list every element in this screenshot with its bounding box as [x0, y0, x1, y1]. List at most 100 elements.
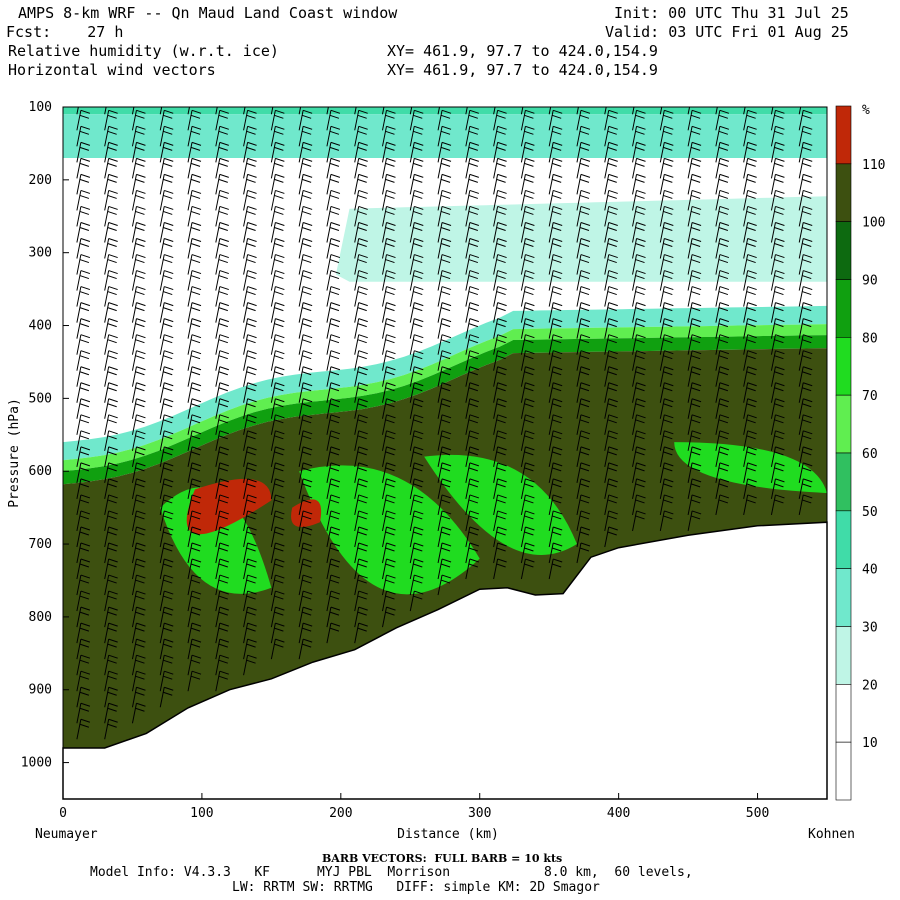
wind-barb: [382, 398, 396, 419]
wind-barb: [215, 446, 229, 467]
wind-barb: [215, 542, 229, 564]
wind-barb: [76, 510, 91, 532]
wind-barb: [104, 350, 118, 371]
wind-barb: [159, 542, 174, 564]
wind-barb: [743, 157, 757, 179]
wind-barb: [298, 382, 313, 403]
wind-barb: [298, 446, 313, 467]
wind-barb: [465, 350, 479, 371]
wind-barb: [520, 478, 535, 499]
wind-barb: [243, 622, 257, 644]
y-axis-label: Pressure (hPa): [7, 398, 22, 508]
wind-barb: [798, 109, 813, 131]
init-time: Init: 00 UTC Thu 31 Jul 25: [614, 4, 849, 22]
wind-barb: [576, 350, 591, 371]
wind-barb: [604, 125, 618, 147]
wind-barb: [493, 270, 507, 291]
wind-barb: [493, 205, 507, 227]
wind-barb: [437, 446, 452, 467]
wind-barb: [715, 254, 730, 275]
wind-barb: [548, 558, 563, 580]
wind-barb: [326, 318, 341, 339]
wind-barb: [187, 286, 202, 307]
wind-barb: [548, 510, 563, 532]
wind-barb: [743, 366, 757, 387]
wind-barb: [382, 366, 396, 387]
wind-barb: [298, 574, 313, 596]
wind-barb: [743, 254, 757, 275]
wind-barb: [576, 107, 579, 115]
wind-barb: [270, 350, 285, 371]
wind-barb: [687, 222, 702, 243]
wind-barb: [743, 382, 757, 403]
wind-barb: [159, 478, 174, 499]
wind-barb: [354, 109, 368, 131]
wind-barb: [298, 222, 313, 243]
wind-barb: [632, 107, 635, 115]
wind-barb: [687, 334, 702, 355]
wind-barb: [659, 510, 674, 532]
wind-barb: [76, 173, 91, 195]
barb-note: BARB VECTORS: FULL BARB = 10 kts: [322, 852, 563, 865]
wind-barb: [437, 526, 452, 548]
wind-barb: [131, 382, 146, 403]
wind-barb: [409, 526, 424, 548]
x-tick-label: 100: [190, 806, 213, 821]
wind-barb: [743, 189, 757, 211]
wind-barb: [76, 270, 91, 291]
wind-barb: [715, 414, 730, 435]
wind-barb: [798, 334, 813, 355]
wind-barb: [131, 462, 146, 483]
wind-barb: [270, 334, 285, 355]
wind-barb: [743, 430, 757, 451]
colorbar-swatch: [835, 337, 852, 396]
wind-barb: [437, 254, 452, 275]
wind-barb: [632, 350, 646, 371]
y-tick-label: 600: [29, 464, 52, 479]
wind-barb: [770, 173, 785, 195]
wind-barb: [659, 254, 674, 275]
colorbar-unit: %: [862, 103, 870, 118]
rh-band-top-50: [63, 107, 827, 115]
wind-barb: [604, 189, 618, 211]
colorbar-swatch: [835, 163, 852, 222]
wind-barb: [270, 286, 285, 307]
wind-barb: [187, 222, 202, 243]
wind-barb: [131, 286, 146, 307]
wind-barb: [437, 558, 452, 580]
wind-barb: [76, 590, 91, 612]
wind-barb: [743, 462, 757, 483]
wind-barb: [604, 350, 618, 371]
wind-barb: [382, 510, 396, 532]
wind-barb: [243, 446, 257, 467]
wind-barb: [437, 366, 452, 387]
wind-barb: [465, 558, 479, 580]
wind-barb: [715, 382, 730, 403]
wind-barb: [465, 157, 479, 179]
wind-barb: [576, 366, 591, 387]
wind-barb: [76, 718, 91, 740]
wind-barb: [465, 222, 479, 243]
wind-barb: [409, 398, 424, 419]
wind-barb: [215, 125, 229, 147]
wind-barb: [131, 173, 146, 195]
wind-barb: [76, 205, 91, 227]
wind-barb: [215, 205, 229, 227]
wind-barb: [270, 510, 285, 532]
wind-barb: [354, 222, 368, 243]
wind-barb: [76, 350, 91, 371]
wind-barb: [270, 302, 285, 323]
wind-barb: [576, 157, 591, 179]
wind-barb: [159, 446, 174, 467]
wind-barb: [520, 526, 535, 548]
wind-barb: [326, 350, 341, 371]
wind-barb: [715, 125, 730, 147]
wind-barb: [76, 334, 91, 355]
wind-barb: [159, 334, 174, 355]
wind-barb: [576, 125, 591, 147]
wind-barb: [493, 398, 507, 419]
wind-barb: [632, 334, 646, 355]
wind-barb: [493, 414, 507, 435]
wind-barb: [798, 222, 813, 243]
wind-barb: [298, 173, 313, 195]
